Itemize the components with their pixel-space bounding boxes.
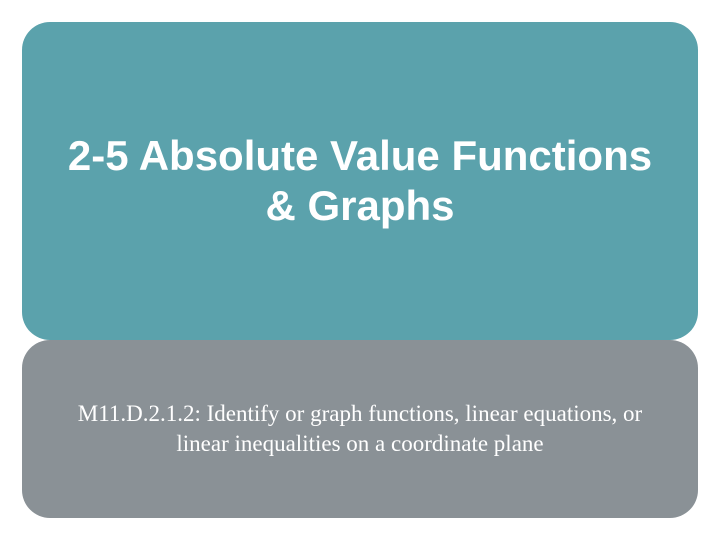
slide-container: 2-5 Absolute Value Functions & Graphs M1…	[0, 0, 720, 540]
subtitle-panel: M11.D.2.1.2: Identify or graph functions…	[22, 340, 698, 518]
slide-subtitle: M11.D.2.1.2: Identify or graph functions…	[58, 399, 662, 459]
title-panel: 2-5 Absolute Value Functions & Graphs	[22, 22, 698, 340]
slide-title: 2-5 Absolute Value Functions & Graphs	[62, 131, 658, 232]
